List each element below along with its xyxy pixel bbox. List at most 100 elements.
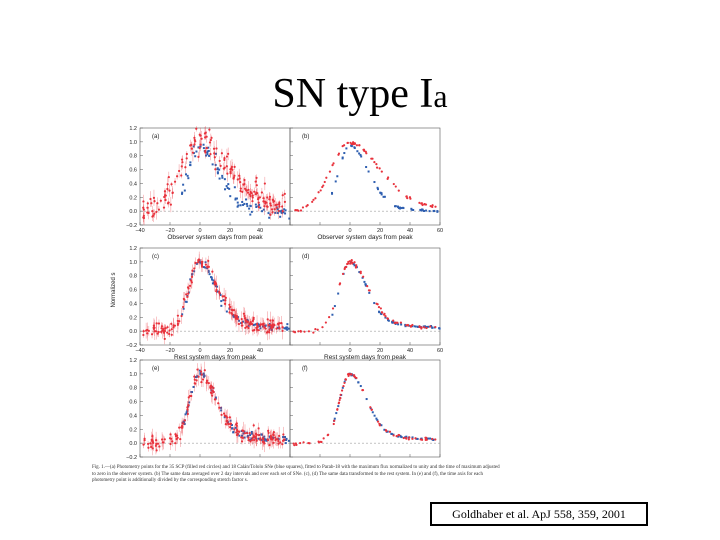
- scp-point: [200, 137, 203, 140]
- scp-point: [256, 192, 259, 195]
- scp-point: [312, 331, 315, 334]
- calan-point: [202, 266, 205, 269]
- panel-label: (d): [302, 254, 309, 260]
- calan-point: [229, 419, 232, 422]
- scp-point: [317, 441, 321, 444]
- scp-point: [207, 259, 210, 262]
- scp-point: [338, 283, 341, 286]
- calan-point: [276, 212, 279, 215]
- scp-point: [278, 434, 281, 437]
- calan-point: [216, 285, 219, 288]
- scp-point: [169, 442, 172, 446]
- scp-point: [346, 141, 349, 145]
- calan-point: [207, 149, 210, 152]
- calan-point: [352, 374, 355, 377]
- scp-point: [179, 437, 182, 441]
- calan-point: [367, 170, 370, 173]
- calan-point: [399, 434, 402, 437]
- scp-point: [180, 314, 183, 318]
- scp-point: [225, 165, 228, 168]
- scp-point: [209, 138, 212, 142]
- scp-point: [314, 197, 317, 200]
- calan-point: [238, 434, 241, 437]
- y-tick-label: 0.0: [129, 441, 137, 447]
- scp-point: [264, 202, 267, 205]
- calan-point: [387, 319, 390, 322]
- scp-point: [245, 320, 248, 323]
- scp-point: [164, 198, 167, 202]
- calan-point: [331, 191, 334, 194]
- scp-point: [191, 269, 194, 272]
- calan-point: [221, 176, 224, 179]
- panel-label: (a): [152, 134, 159, 140]
- scp-point: [215, 288, 218, 291]
- y-tick-label: 1.0: [129, 140, 137, 146]
- x-tick-label: 20: [227, 348, 233, 354]
- scp-point: [153, 326, 156, 329]
- scp-point: [257, 206, 261, 209]
- calan-point: [261, 438, 264, 441]
- calan-point: [410, 207, 413, 210]
- scp-point: [245, 325, 249, 328]
- scp-point: [223, 414, 227, 417]
- calan-point: [189, 161, 192, 164]
- scp-point: [425, 438, 428, 441]
- scp-point: [193, 375, 196, 378]
- calan-point: [380, 192, 383, 195]
- scp-point: [255, 176, 258, 179]
- scp-point: [397, 433, 400, 437]
- calan-point: [284, 209, 287, 212]
- scp-point: [280, 322, 283, 325]
- scp-point: [161, 329, 164, 332]
- scp-point: [342, 384, 345, 388]
- scp-point: [224, 423, 227, 426]
- calan-point: [383, 428, 386, 431]
- calan-point: [236, 205, 239, 208]
- scp-point: [254, 180, 257, 183]
- scp-point: [197, 155, 200, 158]
- calan-point: [371, 411, 374, 414]
- scp-point: [255, 439, 258, 442]
- scp-point: [168, 437, 172, 440]
- scp-point: [164, 327, 167, 330]
- scp-point: [272, 433, 275, 436]
- scp-point: [261, 437, 265, 440]
- scp-point: [423, 203, 426, 206]
- scp-point: [200, 260, 203, 264]
- scp-point: [377, 305, 381, 309]
- scp-point: [163, 438, 166, 441]
- scp-point: [381, 311, 384, 314]
- calan-point: [358, 152, 361, 155]
- scp-point: [263, 200, 267, 203]
- scp-point: [392, 182, 395, 186]
- calan-point: [192, 145, 195, 148]
- scp-point: [226, 172, 229, 175]
- scp-point: [218, 159, 221, 163]
- scp-point: [361, 388, 364, 392]
- scp-point: [299, 209, 303, 212]
- scp-point: [188, 284, 192, 287]
- scp-point: [157, 322, 161, 325]
- scp-point: [153, 212, 156, 215]
- scp-point: [195, 379, 198, 382]
- scp-point: [146, 328, 149, 332]
- scp-point: [212, 390, 215, 394]
- scp-point: [371, 157, 374, 160]
- scp-point: [156, 442, 160, 445]
- scp-point: [225, 419, 229, 422]
- scp-point: [241, 190, 244, 193]
- scp-point: [146, 206, 149, 209]
- scp-point: [244, 317, 247, 320]
- y-tick-label: 1.2: [129, 126, 137, 132]
- scp-point: [190, 281, 193, 284]
- calan-point: [364, 284, 367, 287]
- slide-title: SN type Ia: [0, 70, 720, 118]
- calan-point: [284, 212, 287, 215]
- scp-point: [205, 147, 208, 150]
- scp-point: [355, 265, 358, 268]
- calan-point: [379, 312, 382, 315]
- scp-point: [213, 281, 216, 284]
- calan-point: [221, 174, 224, 177]
- calan-point: [220, 304, 223, 307]
- scp-point: [384, 315, 387, 318]
